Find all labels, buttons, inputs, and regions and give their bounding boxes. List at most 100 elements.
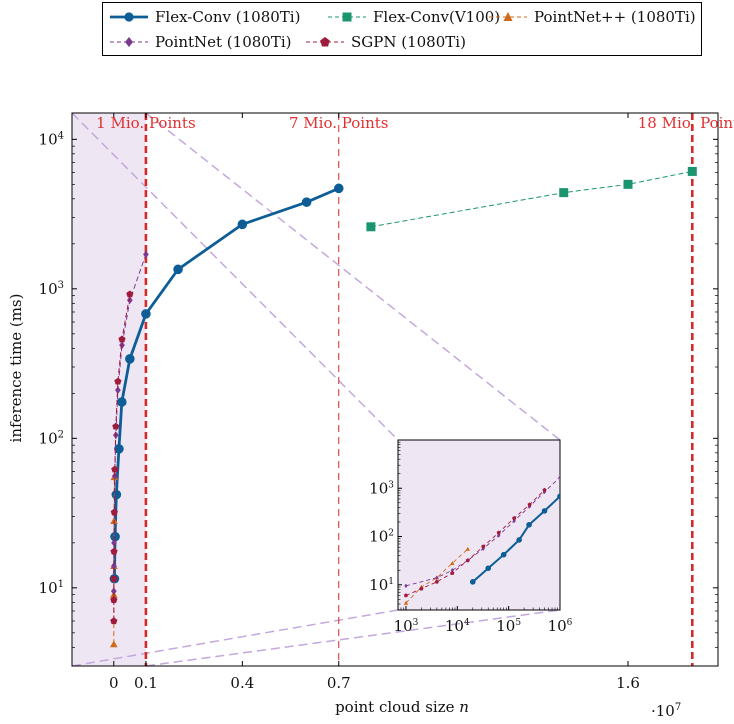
legend-marker-diamond [110,37,148,47]
inset-data-point-s0-1 [485,565,492,572]
legend-label: PointNet++ (1080Ti) [534,8,696,26]
data-point-s3-2 [111,539,117,547]
inset-data-point-s0-2 [500,551,507,558]
inset-data-point-s0-3 [516,537,522,543]
legend-item-flexconv-v100: Flex-Conv(V100) [327,8,500,26]
x-axis-label: point cloud size n [335,698,469,716]
data-point-s1-3 [687,166,697,176]
data-point-s2-0 [110,640,118,648]
inset-data-point-s0-0 [469,579,476,585]
zoom-line-top-left [71,112,399,441]
data-point-s4-2 [110,574,118,582]
reference-lines [144,113,694,666]
data-point-s1-0 [366,222,376,232]
inset-y-tick-label: 103 [369,479,394,497]
data-point-s4-8 [118,335,126,343]
data-point-s3-9 [143,250,149,259]
inset-data-point-s2-0 [403,600,409,605]
legend-label: SGPN (1080Ti) [351,33,466,51]
legend-label: PointNet (1080Ti) [155,33,292,51]
data-point-s4-9 [126,290,134,298]
inset-data-point-s4-0 [403,593,409,598]
data-point-s0-6 [141,309,151,319]
inset-x-tick-label: 106 [548,617,573,635]
data-point-s3-0 [110,587,117,595]
series-line-1 [370,170,693,228]
data-point-s4-7 [114,377,122,385]
data-point-s0-4 [117,397,127,407]
y-tick-label: 103 [39,280,64,298]
inset-series-line-2 [405,548,469,604]
legend-item-flexconv-1080ti: Flex-Conv (1080Ti) [109,8,300,26]
inset-y-tick-label: 101 [369,576,394,594]
plot-frame [71,112,719,667]
inset-data-point-s4-8 [527,502,532,507]
data-point-s0-5 [125,354,135,364]
data-point-s4-0 [110,617,118,625]
inset-data-point-s3-1 [435,575,439,580]
highlight-region [72,113,146,666]
data-point-s1-1 [559,188,569,198]
data-point-s3-7 [119,341,125,349]
y-tick-label: 101 [39,579,64,597]
x-tick-label: 1.6 [616,674,640,692]
inset-data-point-s4-4 [465,558,470,563]
data-point-s0-10 [333,183,344,194]
y-tick-label: 104 [39,130,64,148]
legend-marker-triangle [489,12,527,21]
x-axis-multiplier: ·107 [651,702,681,720]
data-point-s3-8 [127,296,133,304]
inset-data-point-s3-4 [481,546,485,551]
data-point-s3-6 [115,386,121,394]
series-line-4 [113,294,131,622]
data-point-s0-8 [237,219,248,230]
x-tick-label: 0.4 [230,674,254,692]
data-point-s1-2 [623,179,633,189]
legend: Flex-Conv (1080Ti) Flex-Conv(V100) Point… [102,2,702,56]
legend-item-sgpn: SGPN (1080Ti) [305,33,466,51]
data-point-s0-2 [111,489,122,500]
reference-line-labels: 1 Mio. Points 7 Mio. Points 18 Mio. Points [96,114,734,132]
data-point-s4-6 [112,422,120,430]
legend-item-pointnetpp: PointNet++ (1080Ti) [488,8,696,26]
data-point-s4-5 [111,465,119,473]
legend-item-pointnet: PointNet (1080Ti) [109,33,291,51]
main-axes: 0 0.1 0.4 0.7 1.6 101 102 103 104 [39,112,719,692]
reference-line-label-1: 7 Mio. Points [289,114,388,132]
legend-marker-square [328,12,366,22]
data-point-s4-4 [110,508,118,516]
reference-line-label-0: 1 Mio. Points [96,114,195,132]
inset-frame [397,439,561,611]
inset-data-point-s4-6 [496,530,501,535]
inset-x-tick-label: 103 [394,617,419,635]
zoom-connector-lines [71,112,561,667]
inset-data-point-s0-6 [557,493,560,500]
inset-data-point-s4-2 [434,579,439,584]
inset-data-point-s4-5 [481,544,486,549]
inset-data-point-s0-4 [526,521,532,528]
inset-chart: 103 104 105 106 101 102 103 [369,439,573,635]
data-point-s4-1 [110,596,118,603]
inset-data-point-s4-7 [512,515,517,520]
data-point-s0-1 [110,531,120,542]
y-axis-label: inference time (ms) [7,294,25,443]
inset-data-point-s3-2 [450,568,454,573]
legend-marker-circle [110,12,148,22]
inset-data-point-s0-5 [541,508,548,514]
inset-x-tick-label: 105 [496,617,521,635]
inset-data-point-s3-9 [558,474,560,480]
inset-series [403,474,560,605]
inset-data-point-s4-9 [542,487,547,492]
x-tick-label: 0.1 [134,674,158,692]
inset-data-point-s4-3 [450,570,455,575]
legend-marker-pentagon [306,37,344,47]
data-point-s0-9 [301,197,312,207]
inset-data-point-s2-4 [465,546,470,551]
zoom-line-top-right [145,112,561,441]
inset-data-point-s4-1 [419,586,424,591]
x-tick-label: 0 [109,674,119,692]
inset-data-point-s2-3 [450,560,455,565]
inset-x-tick-label: 104 [445,617,470,635]
data-point-s0-7 [173,264,183,275]
